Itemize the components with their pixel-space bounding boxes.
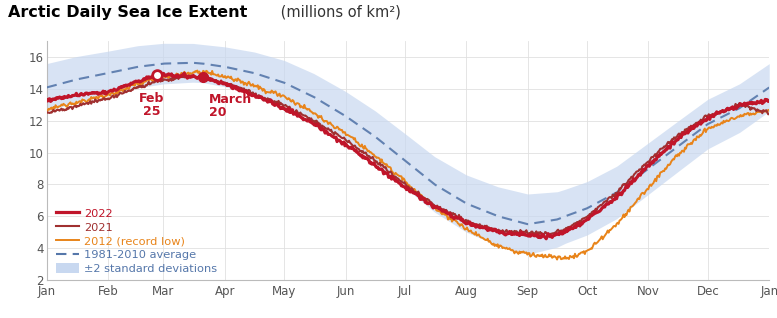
Legend: 2022, 2021, 2012 (record low), 1981-2010 average, ±2 standard deviations: 2022, 2021, 2012 (record low), 1981-2010… [56,208,218,274]
Text: March
20: March 20 [209,93,253,119]
Text: Arctic Daily Sea Ice Extent: Arctic Daily Sea Ice Extent [8,5,247,20]
Text: Feb
25: Feb 25 [139,92,164,118]
Text: (millions of km²): (millions of km²) [276,5,401,20]
